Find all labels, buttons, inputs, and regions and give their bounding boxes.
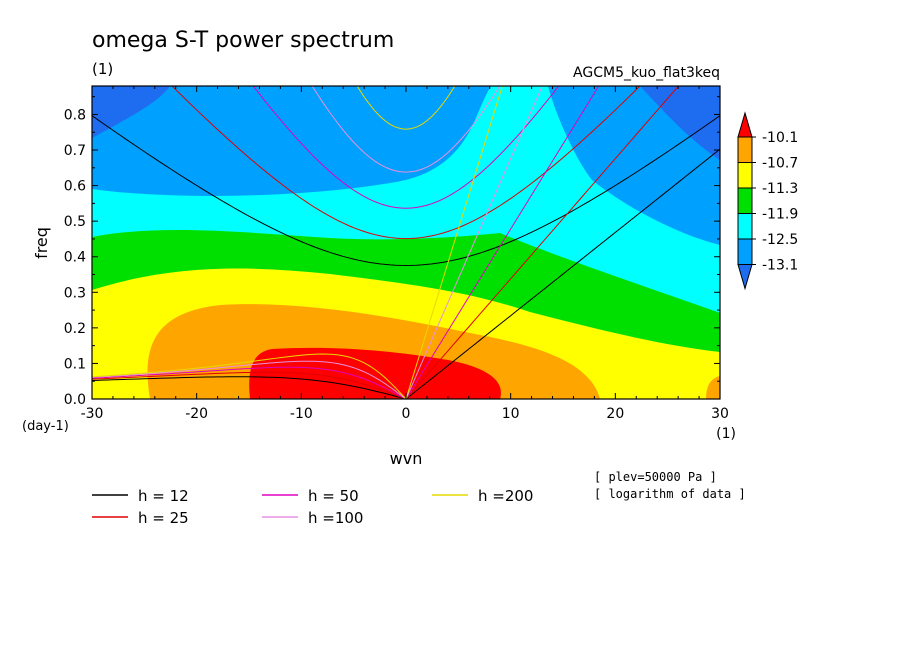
y-tick-label: 0.7	[64, 143, 86, 159]
x-axis-ticks: -30 -20 -10 0 10 20 30	[81, 86, 729, 422]
x-axis-label: wvn	[390, 449, 423, 468]
dataset-label: AGCM5_kuo_flat3keq	[573, 65, 720, 81]
inertio-gravity-curve	[311, 86, 501, 173]
x-tick-label: 0	[402, 406, 411, 422]
rossby-curve	[92, 366, 407, 399]
fill-level-7	[249, 347, 501, 399]
colorbar-box	[737, 238, 753, 265]
colorbar-box	[737, 187, 753, 214]
y-unit-label: (day-1)	[22, 419, 69, 434]
colorbar-top-triangle	[737, 111, 753, 138]
x-tick-label: 30	[711, 406, 729, 422]
colorbar-box	[737, 162, 753, 189]
note-log: [ logarithm of data ]	[594, 487, 746, 501]
x-unit-label: (1)	[716, 426, 736, 442]
y-tick-label: 0.5	[64, 214, 86, 230]
y-axis-ticks: 0.0 0.1 0.2 0.3 0.4 0.5 0.6 0.7 0.8	[64, 96, 720, 408]
colorbar-label: -10.1	[762, 130, 798, 146]
x-tick-label: -20	[185, 406, 208, 422]
contour-fills	[92, 86, 720, 399]
kelvin-curve	[405, 86, 503, 399]
inertio-gravity-curve	[356, 86, 456, 130]
legend-label: h = 12	[138, 487, 189, 505]
note-plev: [ plev=50000 Pa ]	[594, 470, 717, 484]
chart-title: omega S-T power spectrum	[92, 28, 394, 53]
inertio-gravity-curve	[92, 115, 720, 266]
rossby-curve	[92, 376, 407, 399]
chart-subtitle: (1)	[92, 60, 113, 78]
x-tick-label: -10	[290, 406, 313, 422]
y-tick-label: 0.0	[64, 392, 86, 408]
legend: h = 12 h = 25 h = 50 h =100 h =200	[92, 487, 533, 527]
kelvin-curve	[405, 86, 600, 399]
colorbar-label: -11.3	[762, 181, 798, 197]
legend-label: h =200	[478, 487, 533, 505]
x-tick-label: 10	[502, 406, 520, 422]
fill-level-6b	[706, 376, 720, 399]
rossby-curve	[92, 371, 407, 399]
y-tick-label: 0.1	[64, 356, 86, 372]
kelvin-curve	[405, 86, 543, 399]
legend-label: h = 50	[308, 487, 359, 505]
colorbar-box	[737, 136, 753, 163]
inertio-gravity-curve	[171, 86, 641, 240]
legend-label: h =100	[308, 509, 363, 527]
colorbar-label: -13.1	[762, 258, 798, 274]
legend-label: h = 25	[138, 509, 189, 527]
colorbar-label: -11.9	[762, 207, 798, 223]
rossby-curve	[92, 360, 407, 399]
rossby-curve	[92, 353, 407, 399]
y-tick-label: 0.8	[64, 107, 86, 123]
kelvin-curve	[405, 86, 680, 399]
y-axis-label: freq	[32, 227, 51, 259]
y-tick-label: 0.2	[64, 321, 86, 337]
x-tick-label: -30	[81, 406, 104, 422]
kelvin-curve	[405, 148, 720, 399]
colorbar: -10.1 -10.7 -11.3 -11.9 -12.5 -13.1	[737, 111, 798, 291]
y-tick-label: 0.3	[64, 285, 86, 301]
colorbar-label: -12.5	[762, 232, 798, 248]
colorbar-bottom-triangle	[737, 264, 753, 291]
colorbar-box	[737, 213, 753, 240]
x-tick-label: 20	[606, 406, 624, 422]
colorbar-label: -10.7	[762, 156, 798, 172]
y-tick-label: 0.4	[64, 250, 86, 266]
y-tick-label: 0.6	[64, 179, 86, 195]
inertio-gravity-curve	[252, 86, 560, 209]
dispersion-curves	[92, 86, 720, 399]
